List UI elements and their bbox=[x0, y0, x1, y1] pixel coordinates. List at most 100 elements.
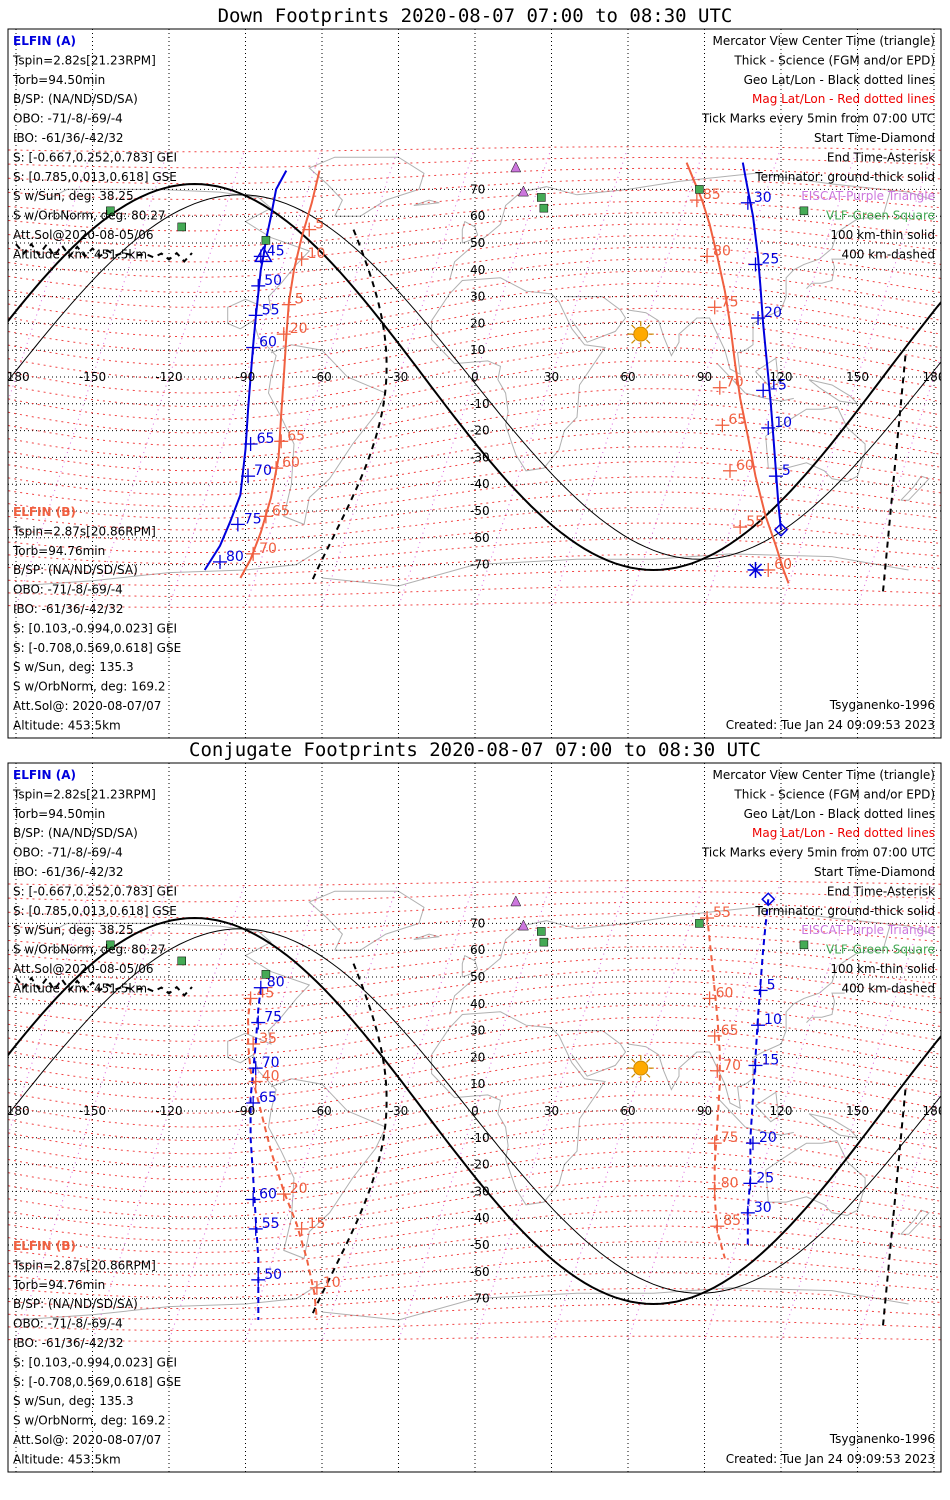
elfin-tick-label: 65 bbox=[257, 431, 275, 447]
coastline bbox=[449, 906, 935, 1015]
lat-tick-label: 30 bbox=[470, 1024, 485, 1038]
legend-item: 100 km-thin solid bbox=[830, 962, 935, 976]
coastline bbox=[627, 189, 892, 376]
lat-tick-label: 60 bbox=[470, 209, 485, 223]
coastline bbox=[716, 1097, 794, 1136]
mag-tick-label: 60 bbox=[774, 557, 792, 573]
coastline bbox=[765, 1139, 866, 1217]
terminator-400km bbox=[309, 229, 388, 584]
end-time-asterisk bbox=[748, 563, 763, 577]
elfin-tick-label: 80 bbox=[226, 549, 244, 565]
lon-tick-label: 60 bbox=[620, 370, 635, 384]
mag-meridian bbox=[704, 149, 858, 605]
terminator-400km bbox=[882, 1084, 907, 1326]
coastline bbox=[15, 548, 323, 587]
mag-tick-label: 20 bbox=[290, 1181, 308, 1197]
elfin-b-info-line: B/SP: (NA/ND/SD/SA) bbox=[13, 1297, 138, 1311]
elfin-footprint-b bbox=[746, 899, 770, 1245]
mag-parallel bbox=[8, 223, 941, 263]
terminator-100km bbox=[8, 928, 941, 1294]
elfin-a-info-line: Tspin=2.82s[21.23RPM] bbox=[12, 787, 156, 801]
legend-item: VLF-Green Square bbox=[826, 943, 935, 957]
mag-tick-label: 80 bbox=[721, 1176, 739, 1192]
mag-parallel bbox=[8, 1004, 941, 1057]
mag-meridian bbox=[857, 1088, 941, 1339]
lat-tick-label: -70 bbox=[470, 1292, 490, 1306]
coastline bbox=[808, 1113, 859, 1139]
lat-tick-label: -60 bbox=[470, 1265, 490, 1279]
mag-parallel bbox=[8, 333, 941, 394]
lon-tick-label: -120 bbox=[155, 1104, 182, 1118]
legend-item: Geo Lat/Lon - Black dotted lines bbox=[744, 73, 935, 87]
elfin-b-info-line: Torb=94.76min bbox=[12, 544, 105, 558]
elfin-a-info-line: Torb=94.50min bbox=[12, 73, 105, 87]
mag-parallel bbox=[8, 1080, 941, 1142]
lon-tick-label: 30 bbox=[544, 1104, 559, 1118]
vlf-square bbox=[106, 940, 115, 950]
lon-tick-label: 90 bbox=[697, 370, 712, 384]
legend-item: Geo Lat/Lon - Black dotted lines bbox=[744, 807, 935, 821]
sun-ray bbox=[631, 1073, 636, 1078]
elfin-b-info-title: ELFIN (B) bbox=[13, 505, 76, 519]
elfin-tick-label: 10 bbox=[764, 1012, 782, 1028]
vlf-square bbox=[539, 203, 549, 213]
coastline bbox=[900, 475, 930, 501]
map-area: 5105206560657085807570656055604550556065… bbox=[8, 29, 941, 738]
mag-parallel bbox=[8, 374, 941, 434]
mag-meridian bbox=[551, 883, 705, 1339]
sun-ray bbox=[631, 1058, 636, 1063]
mag-parallel bbox=[8, 360, 941, 421]
mag-parallel bbox=[8, 416, 941, 472]
legend-item: Mercator View Center Time (triangle) bbox=[713, 34, 935, 48]
subsolar-point bbox=[633, 326, 649, 342]
elfin-tick-label: 5 bbox=[767, 977, 776, 993]
lon-tick-label: 60 bbox=[620, 1104, 635, 1118]
elfin-b-info-line: Att.Sol@: 2020-08-07/07 bbox=[13, 699, 161, 713]
mag-parallel bbox=[8, 1016, 941, 1072]
vlf-square bbox=[539, 937, 549, 947]
legend-item: Start Time-Diamond bbox=[814, 131, 935, 145]
mag-parallel bbox=[8, 212, 941, 248]
coastline bbox=[449, 172, 935, 281]
coastline bbox=[765, 405, 866, 483]
start-time-diamond bbox=[773, 522, 789, 537]
mag-meridian bbox=[245, 883, 399, 1339]
mag-tick-label: 75 bbox=[721, 1130, 739, 1146]
mag-tick-label: 10 bbox=[323, 1275, 341, 1291]
coastline bbox=[808, 379, 859, 405]
sun-ray bbox=[645, 324, 651, 329]
terminator-400km bbox=[15, 976, 193, 997]
legend-item: Mag Lat/Lon - Red dotted lines bbox=[752, 826, 935, 840]
elfin-b-info-line: S: [0.103,-0.994,0.023] GEI bbox=[13, 621, 177, 635]
map-frame bbox=[7, 762, 942, 1473]
elfin-a-info-line: IBO: -61/36/-42/32 bbox=[13, 131, 124, 145]
mag-meridian bbox=[16, 883, 169, 1339]
terminator-400km bbox=[309, 963, 388, 1318]
eiscat-triangle bbox=[510, 895, 522, 907]
lat-tick-label: 60 bbox=[470, 943, 485, 957]
elfin-a-info-line: Att.Sol@2020-08-05/06 bbox=[13, 962, 154, 976]
mag-parallel bbox=[8, 1150, 941, 1206]
mag-tick-label: 70 bbox=[259, 541, 277, 557]
lat-tick-label: -20 bbox=[470, 1158, 490, 1172]
lon-tick-label: -60 bbox=[312, 1104, 332, 1118]
map-frame bbox=[7, 28, 942, 739]
lat-tick-label: -10 bbox=[470, 397, 490, 411]
model-label: Tsyganenko-1996 bbox=[829, 1432, 935, 1446]
mag-meridian bbox=[169, 883, 322, 1339]
lon-tick-label: -150 bbox=[79, 1104, 106, 1118]
lat-tick-label: -40 bbox=[470, 477, 490, 491]
elfin-a-info-line: IBO: -61/36/-42/32 bbox=[13, 865, 124, 879]
lon-tick-label: -30 bbox=[389, 370, 409, 384]
elfin-b-info-line: S w/OrbNorm, deg: 169.2 bbox=[13, 1414, 165, 1428]
elfin-tick-label: 55 bbox=[262, 1216, 280, 1232]
lat-tick-label: 10 bbox=[470, 343, 485, 357]
legend-item: 400 km-dashed bbox=[841, 981, 935, 995]
legend-item: Thick - Science (FGM and/or EPD) bbox=[733, 53, 935, 67]
coastline bbox=[755, 1091, 780, 1123]
lat-tick-label: -60 bbox=[470, 531, 490, 545]
coastline bbox=[806, 992, 845, 1023]
coastline bbox=[15, 1282, 323, 1321]
lat-tick-label: 20 bbox=[470, 316, 485, 330]
